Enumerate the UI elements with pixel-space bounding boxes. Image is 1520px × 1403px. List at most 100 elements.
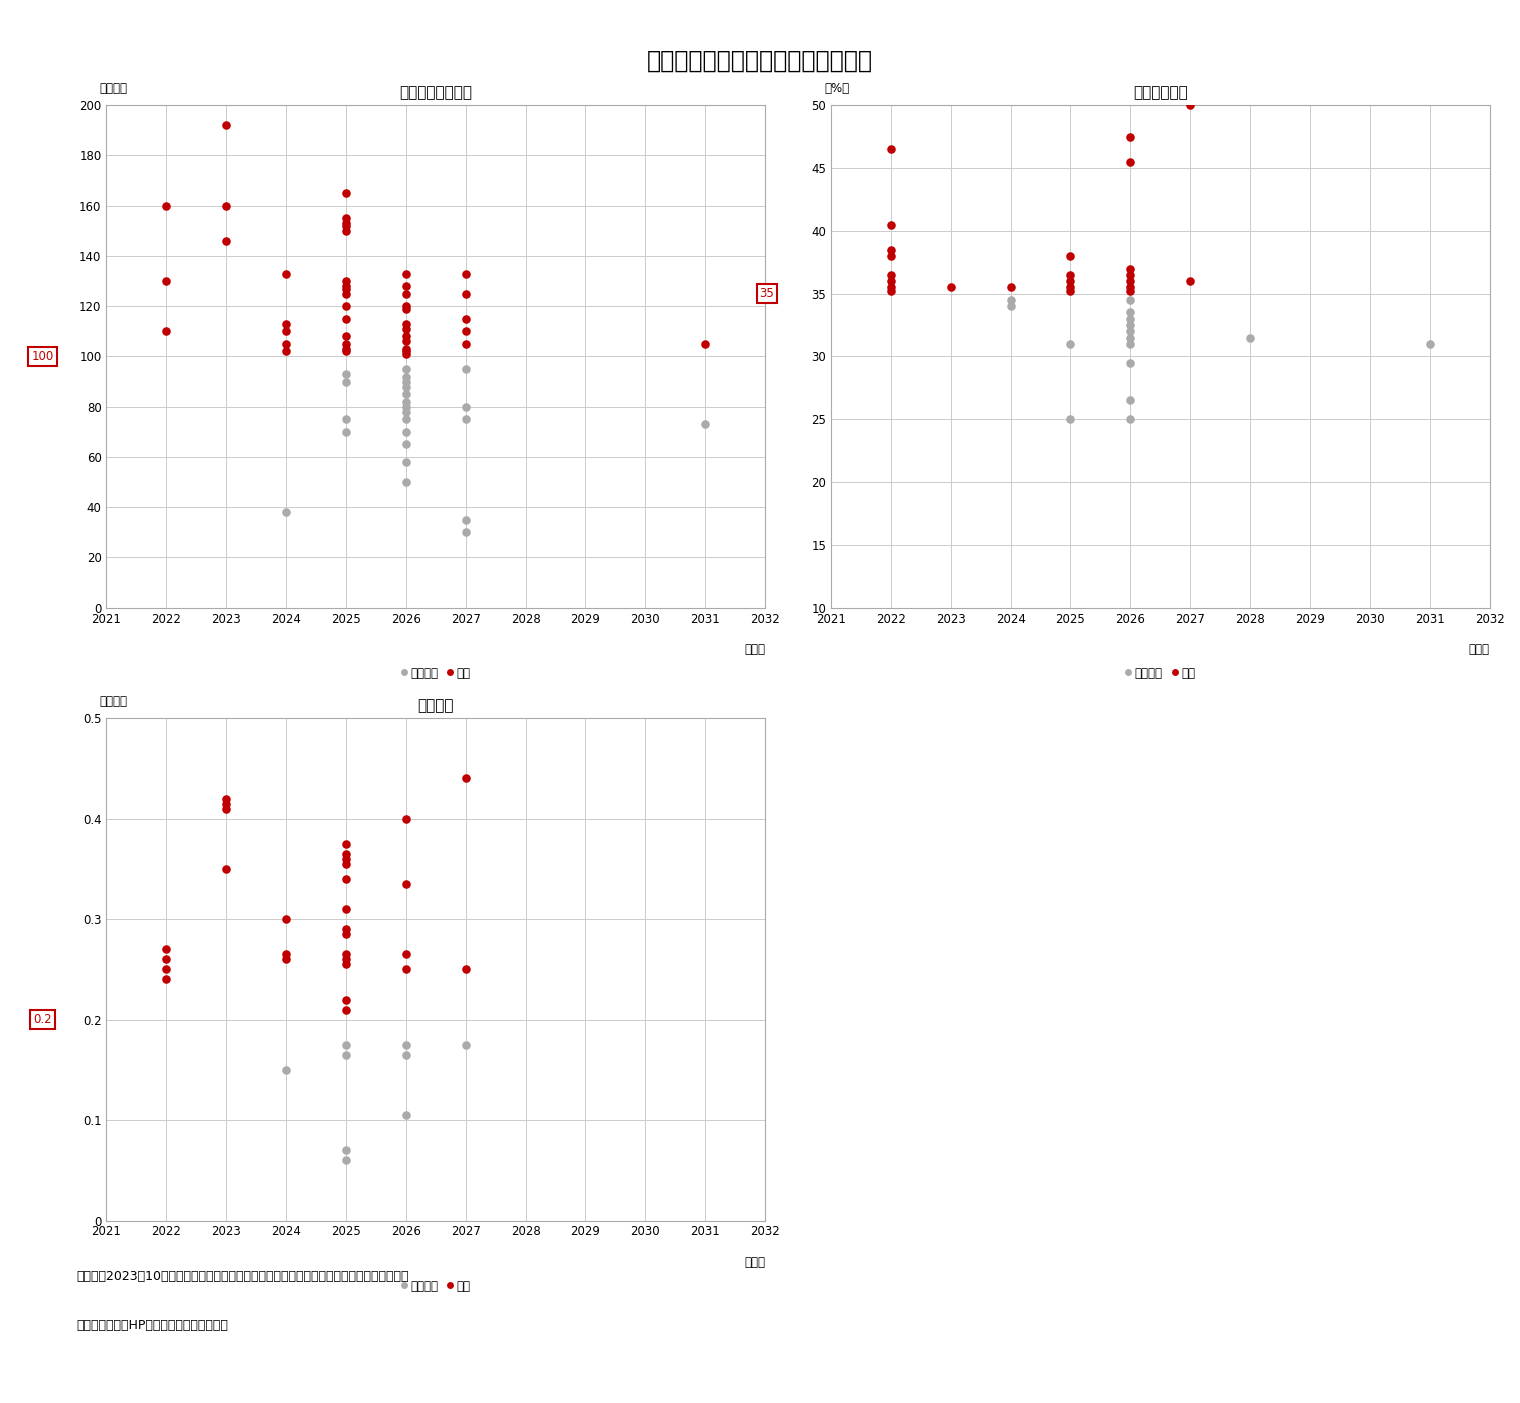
Point	[394, 396, 418, 418]
Point	[999, 276, 1023, 299]
Title: 流通株式比率: 流通株式比率	[1132, 86, 1187, 100]
Point	[879, 137, 903, 160]
Point	[938, 276, 962, 299]
Point	[334, 269, 359, 292]
Point	[1058, 244, 1082, 267]
Point	[214, 787, 239, 810]
Point	[154, 320, 178, 342]
Point	[154, 939, 178, 961]
Point	[334, 853, 359, 875]
Point	[394, 1044, 418, 1066]
Point	[334, 999, 359, 1021]
Point	[394, 338, 418, 361]
Point	[453, 521, 477, 543]
Point	[274, 340, 298, 362]
Text: （年）: （年）	[745, 1256, 765, 1268]
Point	[879, 213, 903, 236]
Point	[334, 832, 359, 854]
Point	[334, 220, 359, 243]
Point	[879, 244, 903, 267]
Point	[1058, 269, 1082, 292]
Point	[1119, 307, 1143, 330]
Point	[1058, 333, 1082, 355]
Point	[999, 295, 1023, 317]
Point	[1237, 327, 1262, 349]
Point	[334, 295, 359, 317]
Point	[394, 383, 418, 405]
Point	[334, 923, 359, 946]
Point	[394, 342, 418, 365]
Point	[1058, 264, 1082, 286]
Point	[334, 1034, 359, 1056]
Point	[334, 282, 359, 304]
Point	[154, 948, 178, 971]
Point	[334, 953, 359, 975]
Point	[214, 230, 239, 253]
Point	[1119, 389, 1143, 411]
Point	[394, 421, 418, 443]
Point	[1119, 289, 1143, 311]
Point	[394, 358, 418, 380]
Point	[1178, 269, 1202, 292]
Point	[154, 269, 178, 292]
Point	[334, 307, 359, 330]
Point	[334, 843, 359, 866]
Point	[334, 948, 359, 971]
Point	[274, 333, 298, 355]
Point	[879, 279, 903, 302]
Point	[334, 918, 359, 940]
Point	[214, 857, 239, 880]
Point	[274, 1059, 298, 1082]
Point	[274, 320, 298, 342]
Point	[394, 376, 418, 398]
Point	[1119, 257, 1143, 279]
Point	[1058, 276, 1082, 299]
Point	[394, 808, 418, 831]
Point	[394, 450, 418, 473]
Point	[453, 408, 477, 431]
Point	[453, 396, 477, 418]
Point	[1119, 150, 1143, 173]
Text: （%）: （%）	[824, 83, 850, 95]
Point	[1119, 320, 1143, 342]
Text: 35: 35	[760, 288, 774, 300]
Point	[394, 313, 418, 335]
Point	[334, 182, 359, 205]
Point	[334, 370, 359, 393]
Text: （注）　2023年10月東証公表時点で直近の「適合計画書」に記載された基準日時点の状況。: （注） 2023年10月東証公表時点で直近の「適合計画書」に記載された基準日時点…	[76, 1270, 409, 1282]
Point	[1119, 408, 1143, 431]
Point	[274, 948, 298, 971]
Point	[334, 325, 359, 348]
Point	[334, 408, 359, 431]
Point	[334, 943, 359, 965]
Point	[394, 471, 418, 494]
Point	[1119, 333, 1143, 355]
Point	[879, 264, 903, 286]
Point	[274, 313, 298, 335]
Point	[394, 282, 418, 304]
Title: 流通株式時価総額: 流通株式時価総額	[400, 86, 473, 100]
Point	[394, 958, 418, 981]
Point	[334, 1139, 359, 1162]
Text: 0.2: 0.2	[33, 1013, 52, 1026]
Point	[879, 276, 903, 299]
Point	[274, 262, 298, 285]
Point	[999, 289, 1023, 311]
Point	[274, 943, 298, 965]
Point	[334, 212, 359, 234]
Point	[334, 867, 359, 890]
Point	[1119, 276, 1143, 299]
Point	[154, 958, 178, 981]
Text: 図表２　基準達成に向けた進捗状況: 図表２ 基準達成に向けた進捗状況	[648, 49, 872, 73]
Point	[1119, 264, 1143, 286]
Point	[334, 208, 359, 230]
Point	[1119, 352, 1143, 375]
Point	[334, 988, 359, 1010]
Legend: 基準未達, 適合: 基準未達, 適合	[1125, 666, 1195, 679]
Point	[394, 317, 418, 340]
Point	[394, 330, 418, 352]
Point	[1119, 302, 1143, 324]
Point	[274, 501, 298, 523]
Point	[394, 408, 418, 431]
Point	[453, 508, 477, 530]
